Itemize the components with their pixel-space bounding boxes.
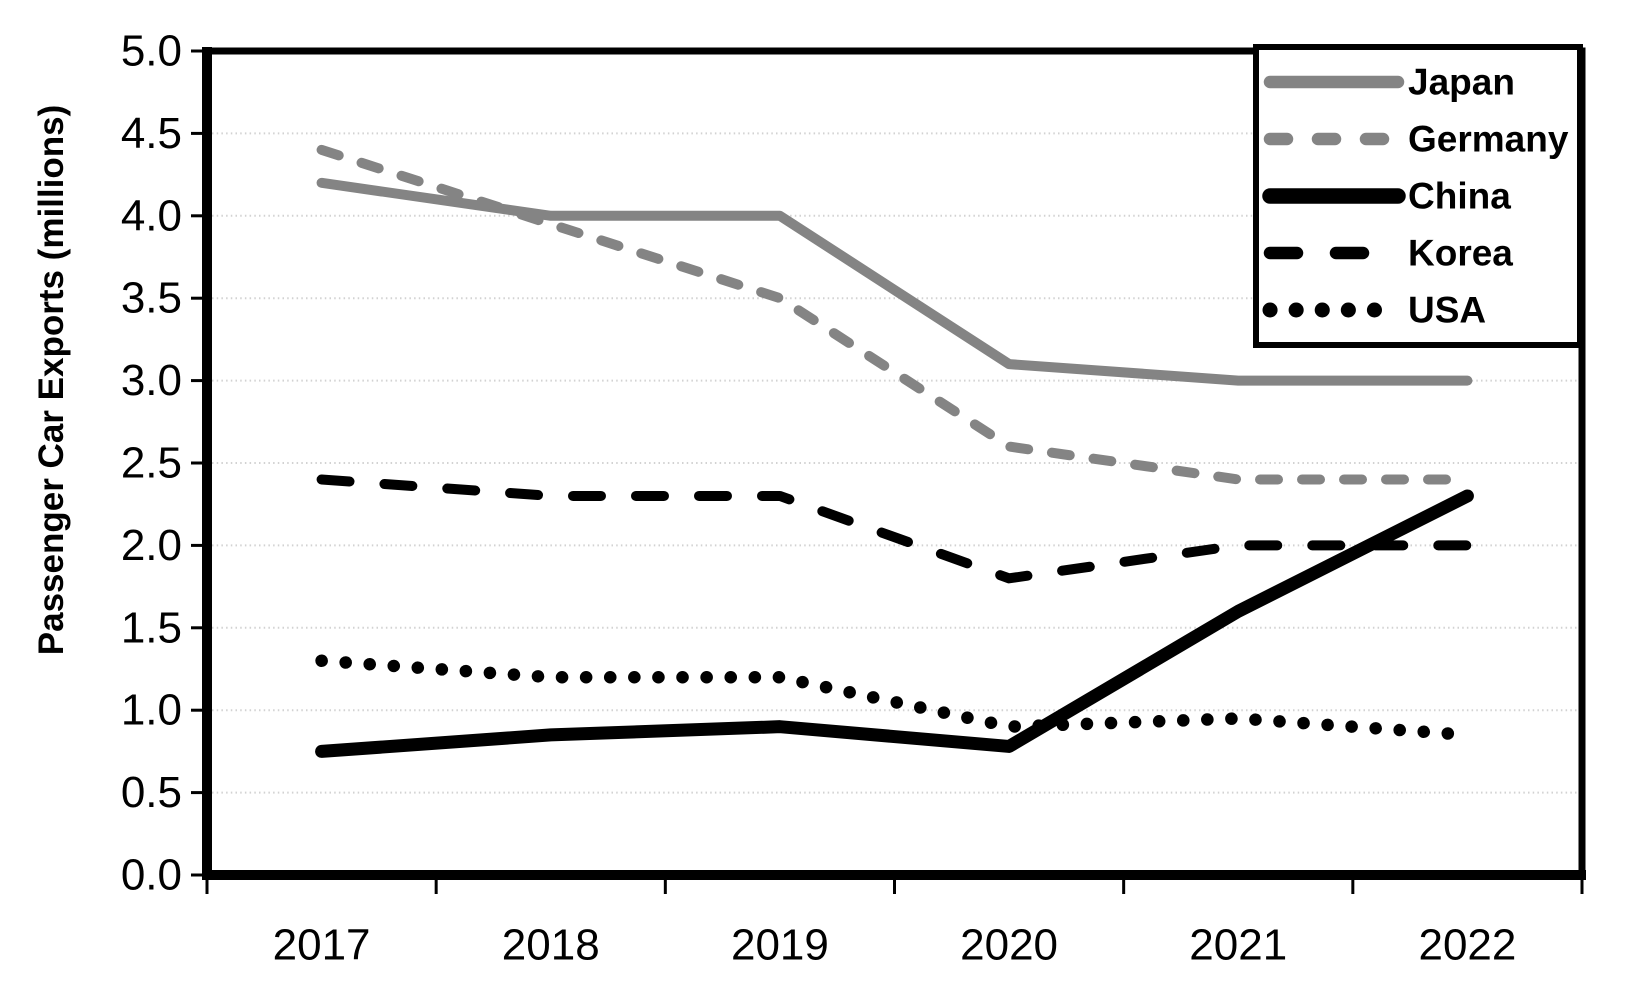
- x-tick-label: 2017: [273, 921, 371, 970]
- y-tick-label: 0.5: [121, 768, 182, 817]
- legend-label-korea: Korea: [1408, 233, 1513, 274]
- x-tick-label: 2020: [960, 921, 1058, 970]
- y-tick-label: 5.0: [121, 27, 182, 76]
- series-line-usa: [315, 654, 1474, 742]
- x-tick-label: 2022: [1418, 921, 1516, 970]
- x-tick-label: 2021: [1189, 921, 1287, 970]
- legend-label-usa: USA: [1408, 290, 1486, 331]
- legend-label-germany: Germany: [1408, 119, 1569, 160]
- legend-label-japan: Japan: [1408, 62, 1515, 103]
- y-tick-label: 3.5: [121, 274, 182, 323]
- x-tick-label: 2018: [502, 921, 600, 970]
- series-line-korea: [316, 474, 1473, 584]
- y-tick-label: 0.0: [121, 851, 182, 900]
- x-tick-label: 2019: [731, 921, 829, 970]
- y-tick-label: 3.0: [121, 356, 182, 405]
- y-tick-label: 2.0: [121, 521, 182, 570]
- series-line-china: [315, 489, 1474, 758]
- y-tick-label: 2.5: [121, 439, 182, 488]
- series-line-japan: [316, 177, 1473, 386]
- y-tick-label: 4.0: [121, 191, 182, 240]
- series-line-germany: [316, 144, 1473, 485]
- y-tick-label: 1.0: [121, 686, 182, 735]
- y-tick-label: 1.5: [121, 603, 182, 652]
- legend-label-china: China: [1408, 176, 1511, 217]
- y-tick-label: 4.5: [121, 109, 182, 158]
